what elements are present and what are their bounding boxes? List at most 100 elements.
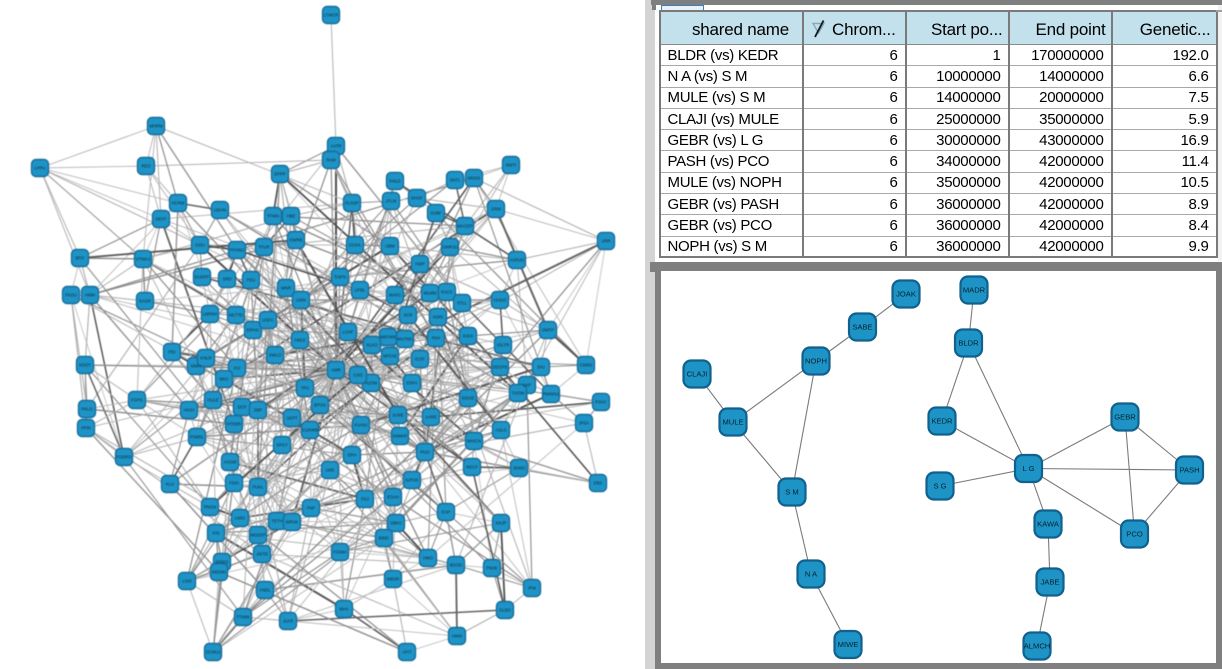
svg-text:FGPG: FGPG xyxy=(131,398,143,403)
svg-text:SISOE: SISOE xyxy=(462,396,475,401)
svg-text:TFWN: TFWN xyxy=(267,214,279,219)
svg-text:PMJK: PMJK xyxy=(486,566,497,571)
svg-text:JOAK: JOAK xyxy=(896,290,916,299)
svg-text:KOOT: KOOT xyxy=(79,363,91,368)
svg-text:CUKWB: CUKWB xyxy=(302,428,318,433)
svg-text:WACEP: WACEP xyxy=(457,224,472,229)
svg-text:FWP: FWP xyxy=(415,262,425,267)
svg-text:OJIS: OJIS xyxy=(353,373,363,378)
svg-text:LTWCR: LTWCR xyxy=(324,13,339,18)
svg-text:N A: N A xyxy=(805,570,818,579)
svg-text:PEU: PEU xyxy=(247,278,256,283)
svg-text:HUGO: HUGO xyxy=(494,298,507,303)
svg-text:IOLTR: IOLTR xyxy=(497,343,509,348)
svg-text:HTEBR: HTEBR xyxy=(227,422,241,427)
svg-text:BFIF: BFIF xyxy=(75,256,85,261)
svg-text:EAP: EAP xyxy=(442,510,451,515)
svg-text:NOPH: NOPH xyxy=(805,357,827,366)
svg-text:MADR: MADR xyxy=(963,286,986,295)
svg-text:FODRO: FODRO xyxy=(116,455,132,460)
svg-text:AAGM: AAGM xyxy=(224,460,237,465)
svg-text:WBSR: WBSR xyxy=(387,577,400,582)
svg-text:MWH: MWH xyxy=(191,364,201,369)
svg-text:MULE: MULE xyxy=(722,418,743,427)
svg-text:WUTMC: WUTMC xyxy=(397,337,413,342)
svg-text:EBS: EBS xyxy=(594,481,603,486)
svg-text:PSBRL: PSBRL xyxy=(190,435,204,440)
svg-text:S M: S M xyxy=(785,488,799,497)
svg-text:HMM: HMM xyxy=(85,293,96,298)
svg-text:RAM: RAM xyxy=(326,158,336,163)
svg-text:RWWSJ: RWWSJ xyxy=(543,392,559,397)
svg-text:STLL: STLL xyxy=(457,301,468,306)
svg-text:MHRM: MHRM xyxy=(149,124,163,129)
svg-text:USNI: USNI xyxy=(296,298,306,303)
svg-text:NGCF: NGCF xyxy=(466,465,478,470)
svg-text:ERFA: ERFA xyxy=(407,381,418,386)
svg-text:UDHN: UDHN xyxy=(214,208,226,213)
svg-text:HMO: HMO xyxy=(423,556,434,561)
svg-text:JLNIE: JLNIE xyxy=(392,413,404,418)
svg-text:USFC: USFC xyxy=(262,318,273,323)
svg-text:MGEEP: MGEEP xyxy=(250,533,265,538)
svg-text:IUPGK: IUPGK xyxy=(405,478,418,483)
svg-text:WDOKI: WDOKI xyxy=(212,570,226,575)
svg-text:GOU: GOU xyxy=(195,243,205,248)
svg-text:FNP: FNP xyxy=(307,506,316,511)
svg-text:MHA: MHA xyxy=(339,607,349,612)
svg-text:MLMM: MLMM xyxy=(424,291,437,296)
svg-text:HCRW: HCRW xyxy=(172,201,185,206)
svg-text:SCR: SCR xyxy=(404,313,413,318)
svg-text:AMLE: AMLE xyxy=(294,338,306,343)
svg-text:SBP: SBP xyxy=(254,408,263,413)
svg-text:IHJ: IHJ xyxy=(234,366,240,371)
svg-text:PASH: PASH xyxy=(1179,466,1199,475)
svg-text:EUDFP: EUDFP xyxy=(195,275,209,280)
svg-text:GRM: GRM xyxy=(491,207,501,212)
svg-text:L G: L G xyxy=(1023,464,1035,473)
svg-text:FSIH: FSIH xyxy=(229,481,239,486)
svg-text:MHICN: MHICN xyxy=(467,439,481,444)
svg-text:AGRJG: AGRJG xyxy=(510,258,524,263)
svg-text:DPPP: DPPP xyxy=(274,172,286,177)
svg-text:KNJP: KNJP xyxy=(496,521,507,526)
svg-text:IHS: IHS xyxy=(213,531,220,536)
svg-text:PFHNU: PFHNU xyxy=(230,248,244,253)
svg-text:TTWW: TTWW xyxy=(236,615,249,620)
svg-text:OCMUJ: OCMUJ xyxy=(206,650,221,655)
svg-text:DIU: DIU xyxy=(537,365,544,370)
svg-text:S G: S G xyxy=(933,482,946,491)
svg-text:LWE: LWE xyxy=(326,468,335,473)
svg-text:FLSSP: FLSSP xyxy=(345,201,358,206)
svg-text:WRSK: WRSK xyxy=(286,520,299,525)
svg-text:DHOF: DHOF xyxy=(411,196,423,201)
svg-text:BLDR: BLDR xyxy=(958,339,979,348)
svg-text:TFUR: TFUR xyxy=(258,245,269,250)
svg-text:JISTB: JISTB xyxy=(256,552,268,557)
svg-text:FDJ: FDJ xyxy=(361,497,369,502)
svg-text:PCO: PCO xyxy=(1126,530,1143,539)
svg-text:AFIT: AFIT xyxy=(402,650,412,655)
svg-text:LBRNH: LBRNH xyxy=(203,312,217,317)
svg-text:IPW: IPW xyxy=(528,586,536,591)
svg-text:PFRI: PFRI xyxy=(81,426,91,431)
svg-text:FKH: FKH xyxy=(432,336,440,341)
svg-text:TETH: TETH xyxy=(272,519,283,524)
svg-text:HULE: HULE xyxy=(207,398,218,403)
svg-text:AARE: AARE xyxy=(425,415,437,420)
svg-text:REO: REO xyxy=(141,164,151,169)
svg-text:OBKC: OBKC xyxy=(390,521,402,526)
svg-text:PDI: PDI xyxy=(169,350,176,355)
svg-text:MGNS: MGNS xyxy=(468,176,481,181)
svg-text:PJANJ: PJANJ xyxy=(355,423,368,428)
svg-text:LKP: LKP xyxy=(523,383,531,388)
svg-text:ASLG: ASLG xyxy=(495,428,506,433)
svg-text:JABE: JABE xyxy=(1041,578,1060,587)
svg-text:UWRJU: UWRJU xyxy=(442,245,457,250)
svg-text:LCHF: LCHF xyxy=(343,330,354,335)
svg-text:DAGR: DAGR xyxy=(139,299,151,304)
svg-text:WNR: WNR xyxy=(281,286,291,291)
svg-text:SNMHF: SNMHF xyxy=(393,434,408,439)
svg-text:UKPT: UKPT xyxy=(286,416,298,421)
svg-text:GEBR: GEBR xyxy=(1114,413,1136,422)
